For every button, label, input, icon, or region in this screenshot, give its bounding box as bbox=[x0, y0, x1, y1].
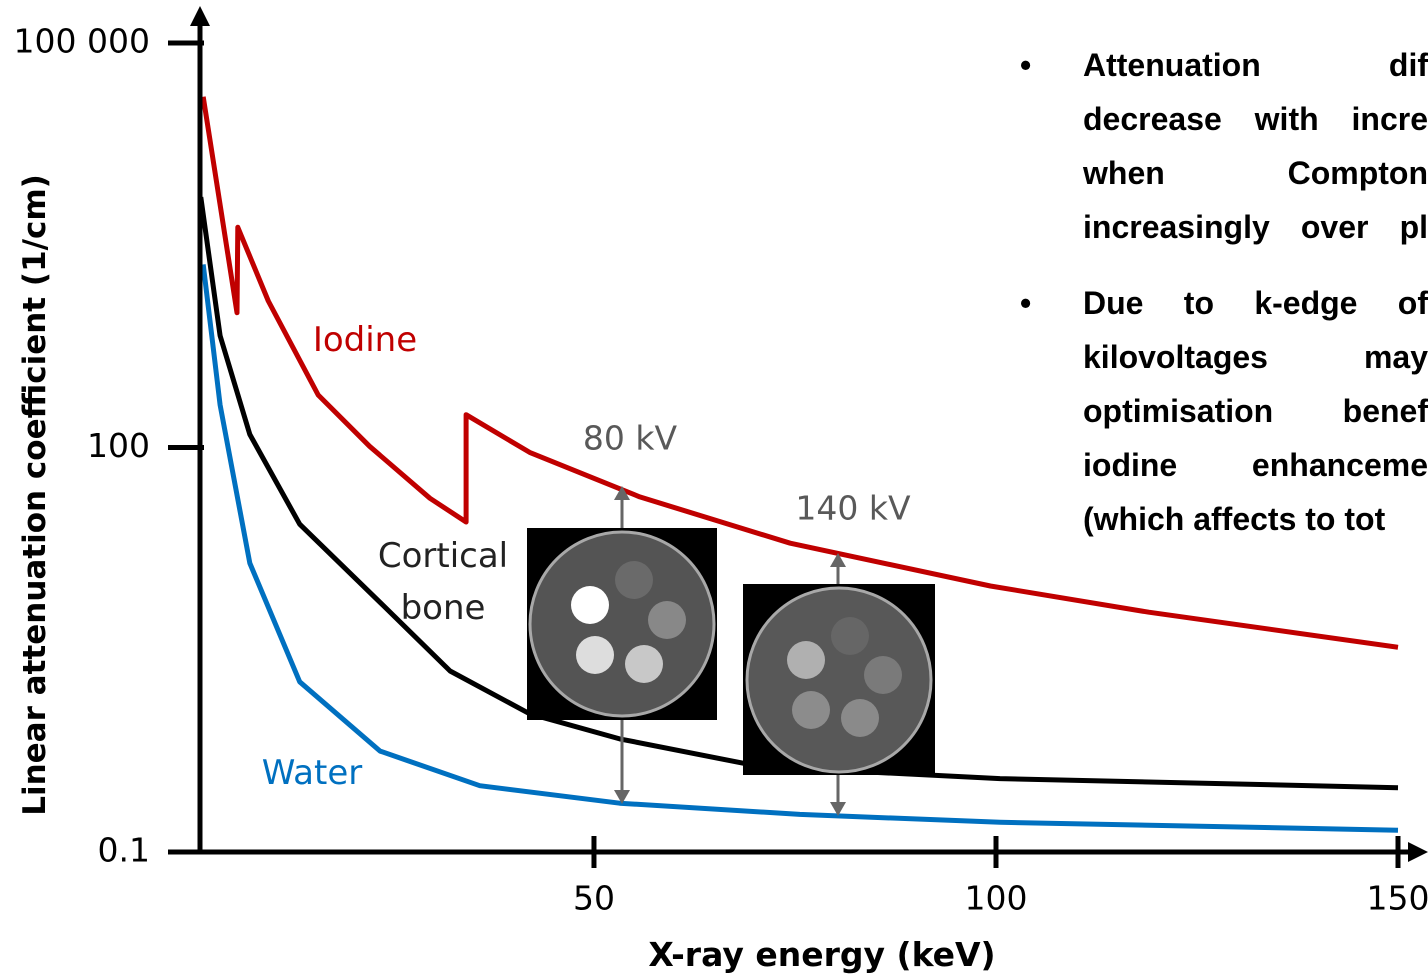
bullet-line: iodine enhanceme bbox=[1083, 438, 1428, 492]
bullet-dot: • bbox=[1020, 38, 1031, 92]
bullet-line: when Compton bbox=[1083, 146, 1428, 200]
y-tick-label: 100 bbox=[87, 426, 150, 465]
bullet-line: increasingly over pl bbox=[1083, 200, 1428, 254]
bullet-line: decrease with incre bbox=[1083, 92, 1428, 146]
phantom-80kv bbox=[527, 528, 717, 720]
series-label: Water bbox=[227, 747, 397, 799]
y-axis-title: Linear attenuation coefficient (1/cm) bbox=[17, 174, 53, 816]
series-label: Cortical bone bbox=[358, 530, 528, 634]
bullet-line: optimisation benef bbox=[1083, 384, 1428, 438]
phantom-140kv bbox=[743, 584, 935, 775]
energy-label: 140 kV bbox=[795, 489, 911, 528]
energy-label: 80 kV bbox=[583, 419, 678, 458]
x-tick-label: 100 bbox=[964, 879, 1027, 918]
bullet-dot: • bbox=[1020, 276, 1031, 330]
bullet-line: kilovoltages may bbox=[1083, 330, 1428, 384]
bullet-line: Due to k-edge of bbox=[1083, 276, 1428, 330]
series-label: Iodine bbox=[280, 314, 450, 366]
bullet-line: (which affects to tot bbox=[1083, 492, 1428, 546]
page: Linear attenuation coefficient (1/cm) X-… bbox=[0, 0, 1428, 976]
x-axis-title: X-ray energy (keV) bbox=[648, 935, 995, 974]
x-tick-label: 150 bbox=[1367, 879, 1428, 918]
x-tick-label: 50 bbox=[573, 879, 615, 918]
y-tick-label: 100 000 bbox=[14, 22, 150, 61]
y-tick-label: 0.1 bbox=[98, 831, 150, 870]
bullet-line: Attenuation dif bbox=[1083, 38, 1428, 92]
